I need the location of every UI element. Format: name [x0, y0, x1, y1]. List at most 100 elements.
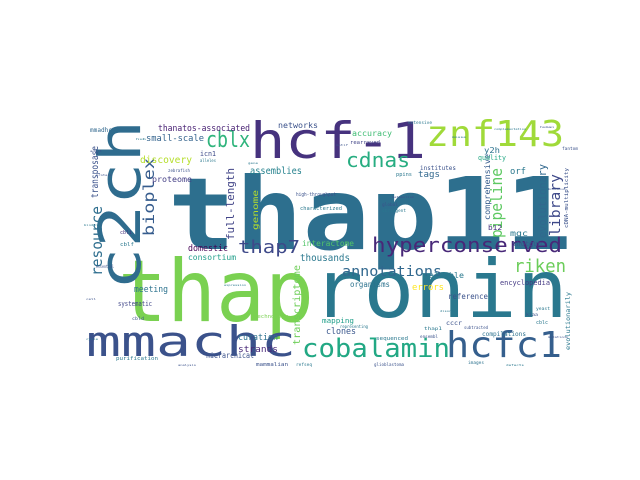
word-discovery: discovery: [140, 155, 192, 166]
word-mmadhc: mmadhc: [90, 127, 112, 134]
word-domestic: domestic: [188, 244, 228, 254]
word-mouse: mouse: [452, 135, 466, 139]
word-thousands: thousands: [300, 253, 350, 264]
word-annotations: annotations: [342, 264, 442, 280]
word-binding: binding: [84, 223, 100, 227]
word-pipeline: pipeline: [487, 168, 506, 238]
word-meeting: meeting: [134, 285, 168, 295]
word-strands: strands: [238, 345, 278, 355]
word-mmachc: mmachc: [86, 317, 296, 366]
word-motif: motif: [336, 143, 348, 147]
word-hub: hub: [136, 137, 146, 141]
word-thanatos-associated: thanatos-associated: [158, 124, 250, 134]
word-genome: genome: [251, 190, 260, 230]
word-compilations: compilations: [482, 331, 526, 338]
word-small-scale: small-scale: [146, 134, 204, 144]
word-stringent: stringent: [382, 208, 407, 213]
word-thap: thap: [118, 242, 314, 342]
word-evolutionary: evolutionary: [536, 164, 549, 238]
cloud-background: [80, 120, 576, 368]
word-riken: riken: [514, 256, 566, 277]
word-disorder: disorder: [440, 309, 458, 313]
word-orf: orf: [510, 167, 526, 177]
word-high-throughput: high-throughput: [296, 192, 336, 198]
word-global: global: [382, 202, 399, 207]
word-cbli: cbli: [120, 230, 132, 236]
word-proteome: proteome: [152, 175, 192, 184]
word-ronin: ronin: [312, 243, 568, 336]
word-cblf: cblf: [120, 242, 134, 248]
word-technology: technology: [254, 314, 288, 320]
word-cblc: cblc: [536, 320, 548, 326]
word-alleles: alleles: [200, 158, 217, 163]
word-images: images: [468, 360, 485, 365]
word-icn1: icn1: [200, 150, 216, 158]
word-errors: errors: [412, 283, 444, 293]
word-cdnas: cdnas: [346, 148, 410, 172]
word-gene: gene: [248, 161, 258, 165]
word-mgc: mgc: [510, 229, 528, 238]
word-valuable: valuable: [424, 271, 464, 280]
word-hcf-1: hcf-1: [250, 112, 426, 170]
word-assemblies: assemblies: [250, 166, 302, 177]
word-full-length: full-length: [224, 168, 237, 240]
word-glioblastoma: glioblastoma: [374, 362, 405, 367]
word-analysis: analysis: [178, 363, 196, 367]
word-kiaa: kiaa: [526, 312, 539, 317]
word-tags: tags: [418, 170, 440, 180]
word-representing: representing: [340, 324, 369, 329]
word-rearrayed: rearrayed: [350, 140, 380, 146]
word-cobalamin: cobalamin: [302, 334, 450, 364]
word-cdna-multiplicity: cDNA-multiplicity: [564, 168, 570, 228]
word-interactome: interactome: [302, 239, 354, 248]
word-znf143: znf143: [426, 114, 564, 155]
word-cccr: cccr: [446, 320, 462, 327]
word-library: library: [548, 174, 564, 236]
word-hierarchical: hierarchical: [206, 351, 254, 360]
word-clones: clones: [326, 327, 356, 337]
word-consortium: consortium: [188, 253, 236, 262]
word-yeast: yeast: [536, 306, 551, 311]
word-characterized: characterized: [300, 206, 342, 212]
word-transposase: transposase: [90, 146, 101, 198]
word-essential: essential: [96, 264, 114, 269]
word-refseq: refseq: [296, 362, 313, 367]
word-shotgun: shotgun: [512, 240, 542, 248]
word-quality: quality: [478, 154, 506, 162]
word-mutations: mutations: [548, 335, 568, 339]
word-reference: reference: [448, 292, 488, 301]
word-metabolism: metabolism: [392, 195, 414, 199]
word-transcriptome: transcriptome: [292, 265, 303, 345]
word-complementation: complementation: [494, 127, 526, 131]
word-ppins: ppins: [396, 172, 412, 178]
word-sequenced: sequenced: [376, 336, 408, 342]
word-cblx: cblx: [206, 128, 250, 153]
word-comprehensive: comprehensive: [483, 154, 492, 220]
word-extensive: extensive: [408, 120, 433, 125]
word-cbld: cbld: [132, 316, 145, 321]
word-resource: resource: [88, 206, 106, 276]
word-purification: purification: [116, 356, 158, 362]
word-bioplex: bioplex: [140, 158, 158, 236]
word-thap11: thap11: [168, 156, 572, 273]
word-subtracted: subtracted: [464, 325, 489, 330]
word-mammalian: mammalian: [256, 362, 288, 368]
word-c2ch: c2ch: [86, 120, 154, 290]
word-evolutionarily: evolutionarily: [565, 292, 572, 350]
word-organisms: organisms: [350, 280, 390, 289]
word-systematic: systematic: [118, 300, 152, 308]
word-thap1: thap1: [424, 326, 443, 331]
word-hyperconserved: hyperconserved: [372, 233, 562, 257]
word-thap7: thap7: [238, 237, 300, 258]
word-curation: curation: [238, 333, 278, 343]
word-accuracy: accuracy: [352, 129, 392, 138]
word-expression: expression: [224, 283, 246, 287]
word-ensembl: ensembl: [420, 334, 439, 339]
word-knockout: knockout: [548, 187, 566, 191]
word-protein: protein: [96, 173, 112, 177]
word-hcfc1: hcfc1: [446, 325, 562, 366]
word-b12: b12: [488, 224, 502, 232]
word-cell: cell: [86, 297, 96, 301]
word-cycle: cycle: [86, 337, 98, 341]
word-defects: defects: [506, 363, 524, 367]
